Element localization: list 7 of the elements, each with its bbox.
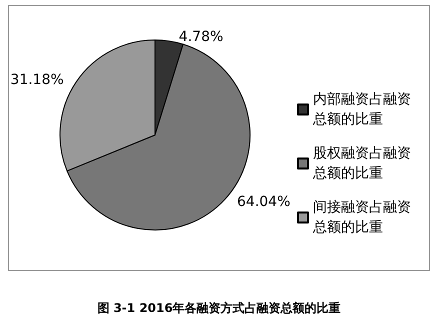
text: 图 3-1 2016年各融资方式占融资总额的比重 [97, 301, 341, 315]
data-label: 31.18% [10, 72, 64, 88]
legend-label: 股权融资占融资总额的比重 [312, 146, 411, 182]
legend-label: 间接融资占融资总额的比重 [312, 200, 411, 236]
data-label: 4.78% [178, 29, 224, 46]
legend-label: 内部融资占融资总额的比重 [312, 92, 411, 128]
data-label: 64.04% [237, 194, 290, 210]
